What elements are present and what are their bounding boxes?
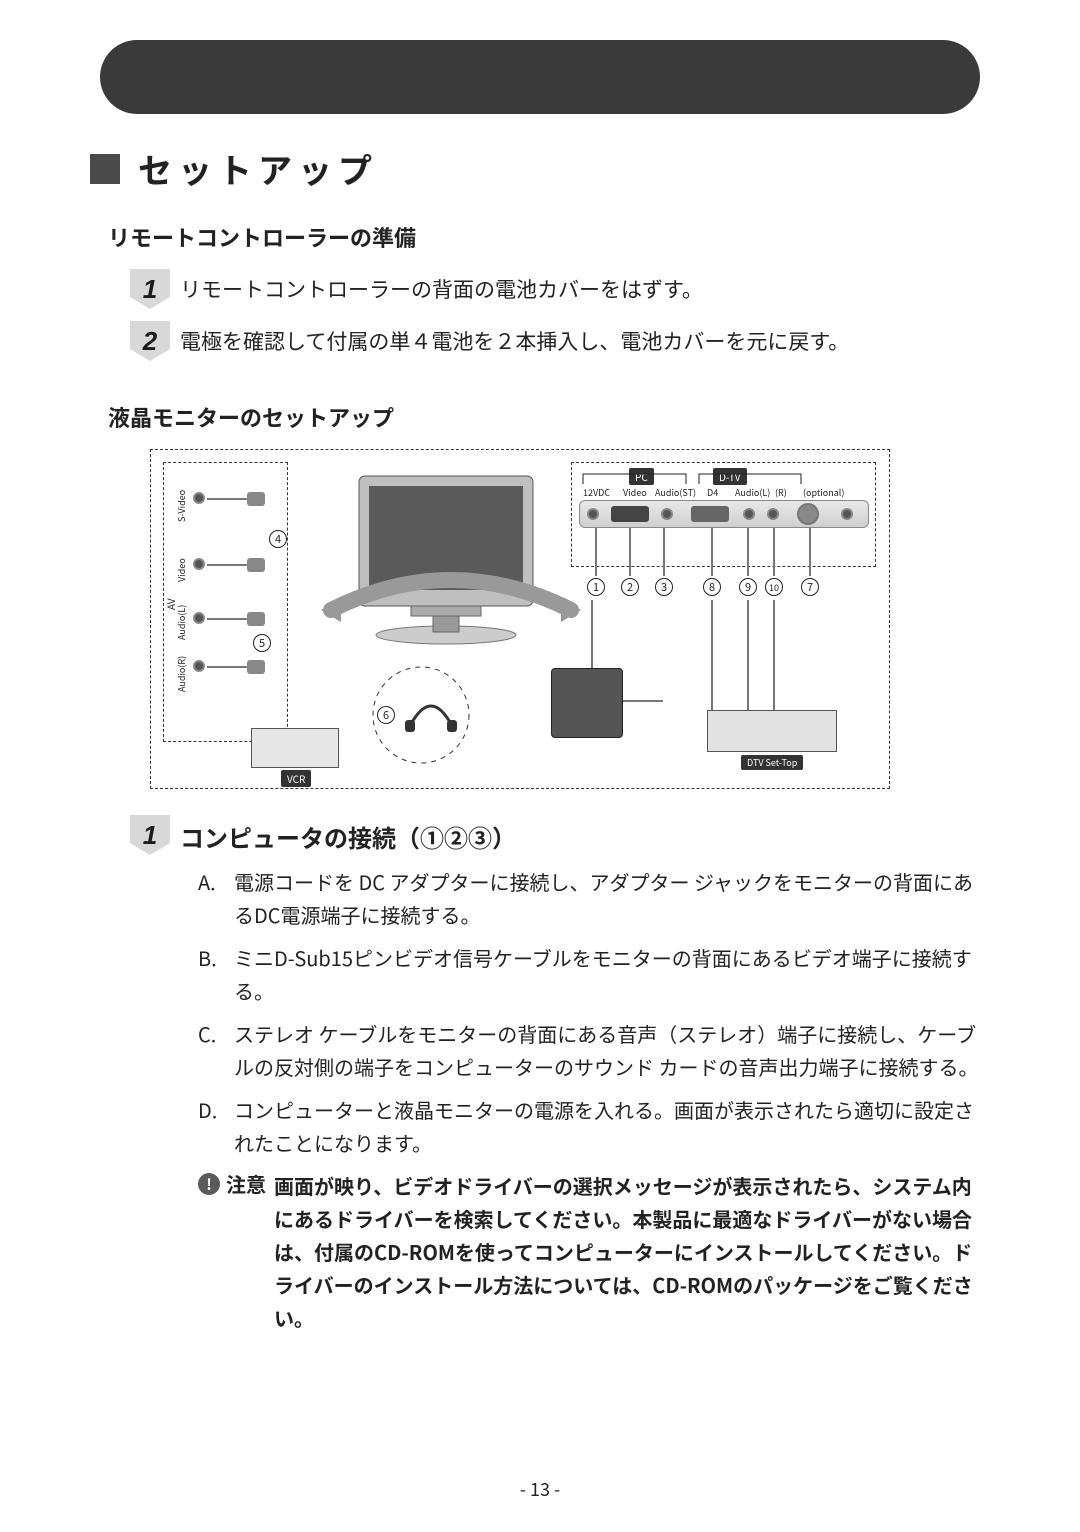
step-number-2: 2	[130, 321, 170, 361]
abc-d-text: コンピューターと液晶モニターの電源を入れる。画面が表示されたら適切に設定されたこ…	[234, 1093, 990, 1159]
connection-diagram: PC D-TV 12VDC Video Audio(ST) D4 Audio(L…	[150, 449, 890, 789]
step-number-1: 1	[130, 269, 170, 309]
title-square-icon	[90, 154, 120, 184]
caution-icon: !	[198, 1173, 220, 1195]
abc-b-text: ミニD-Sub15ピンビデオ信号ケーブルをモニターの背面にあるビデオ端子に接続す…	[234, 941, 990, 1007]
step-1-text: リモートコントローラーの背面の電池カバーをはずす。	[180, 269, 703, 307]
abc-a-text: 電源コードを DC アダプターに接続し、アダプター ジャックをモニターの背面にあ…	[234, 865, 990, 931]
page-number: - 13 -	[0, 1476, 1080, 1502]
computer-step-number: 1	[130, 815, 170, 855]
header-bar	[100, 40, 980, 114]
abc-d-label: D.	[198, 1093, 234, 1126]
monitor-subtitle: 液晶モニターのセットアップ	[108, 401, 990, 433]
abc-b-label: B.	[198, 941, 234, 974]
abc-c-text: ステレオ ケーブルをモニターの背面にある音声（ステレオ）端子に接続し、ケーブルの…	[234, 1017, 990, 1083]
computer-step-title: コンピュータの接続（①②③）	[180, 815, 516, 854]
abc-c-label: C.	[198, 1017, 234, 1050]
remote-subtitle: リモートコントローラーの準備	[108, 221, 990, 253]
main-title-text: セットアップ	[138, 144, 378, 193]
vcr-label: VCR	[281, 770, 311, 787]
caution-text: 画面が映り、ビデオドライバーの選択メッセージが表示されたら、システム内にあるドラ…	[274, 1169, 990, 1334]
dtv-settop-label: DTV Set-Top	[741, 755, 803, 770]
abc-a-label: A.	[198, 865, 234, 898]
main-title: セットアップ	[90, 144, 990, 193]
step-2-text: 電極を確認して付属の単４電池を２本挿入し、電池カバーを元に戻す。	[180, 321, 849, 359]
caution-label: 注意	[226, 1169, 266, 1198]
